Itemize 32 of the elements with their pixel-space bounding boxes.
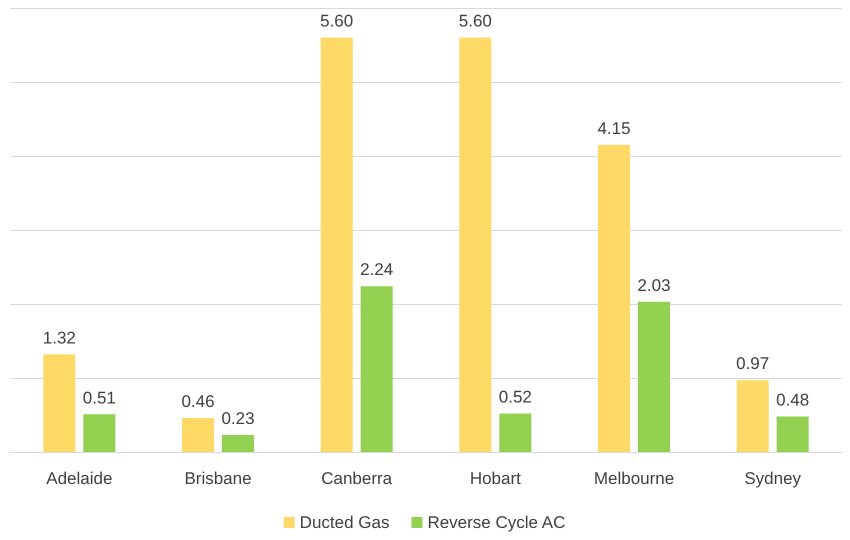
legend-label: Reverse Cycle AC [427, 513, 566, 532]
x-tick-label: Adelaide [46, 469, 112, 488]
data-label: 0.51 [82, 388, 116, 408]
bar [320, 38, 353, 452]
bar [776, 416, 809, 452]
bar [360, 286, 393, 452]
data-label: 0.23 [221, 408, 255, 428]
data-label: 2.24 [360, 260, 394, 280]
bar [83, 414, 116, 452]
data-label: 0.97 [736, 354, 770, 374]
data-label: 1.32 [42, 328, 76, 348]
data-label: 5.60 [320, 12, 354, 31]
x-tick-label: Brisbane [184, 469, 252, 488]
bar [459, 38, 492, 452]
data-label: 5.60 [458, 12, 492, 31]
x-tick-label: Sydney [744, 469, 802, 488]
bar [736, 380, 769, 452]
data-label: 4.15 [597, 118, 631, 138]
bar [638, 302, 670, 452]
data-label: 0.52 [498, 388, 532, 407]
bar [182, 418, 214, 452]
x-tick-label: Melbourne [594, 469, 674, 488]
x-tick-label: Hobart [470, 469, 522, 488]
data-label: 0.48 [776, 390, 810, 410]
bar [499, 414, 532, 452]
bar [598, 144, 630, 452]
data-label: 2.03 [637, 276, 671, 295]
bar [222, 434, 254, 452]
x-tick-label: Canberra [321, 469, 393, 488]
legend-label: Ducted Gas [300, 513, 390, 532]
bar [43, 354, 76, 452]
data-label: 0.46 [181, 392, 215, 411]
